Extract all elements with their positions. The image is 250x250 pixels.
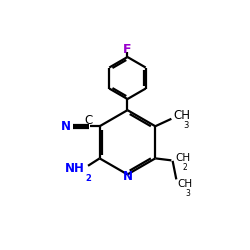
Text: 2: 2 bbox=[183, 163, 188, 172]
Text: CH: CH bbox=[176, 153, 191, 163]
Text: C: C bbox=[84, 114, 92, 127]
Text: CH: CH bbox=[174, 109, 191, 122]
Text: CH: CH bbox=[178, 179, 193, 189]
Text: 2: 2 bbox=[85, 174, 91, 184]
Text: 3: 3 bbox=[185, 189, 190, 198]
Text: NH: NH bbox=[65, 162, 85, 175]
Text: N: N bbox=[61, 120, 71, 133]
Text: F: F bbox=[123, 42, 132, 56]
Text: N: N bbox=[122, 170, 132, 183]
Text: 3: 3 bbox=[183, 121, 188, 130]
